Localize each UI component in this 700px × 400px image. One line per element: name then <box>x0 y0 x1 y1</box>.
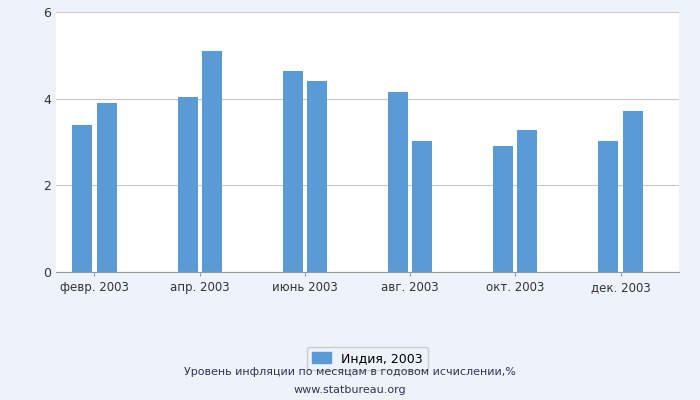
Bar <box>623 111 643 272</box>
Bar <box>598 141 619 272</box>
Bar <box>97 103 116 272</box>
Bar <box>283 70 303 272</box>
Bar <box>178 96 197 272</box>
Text: www.statbureau.org: www.statbureau.org <box>294 385 406 395</box>
Bar <box>202 51 222 272</box>
Bar <box>388 92 408 272</box>
Bar <box>72 125 92 272</box>
Bar <box>412 141 432 272</box>
Bar <box>517 130 538 272</box>
Bar <box>307 81 327 272</box>
Bar <box>494 146 513 272</box>
Legend: Индия, 2003: Индия, 2003 <box>307 347 428 370</box>
Text: Уровень инфляции по месяцам в годовом исчислении,%: Уровень инфляции по месяцам в годовом ис… <box>184 367 516 377</box>
